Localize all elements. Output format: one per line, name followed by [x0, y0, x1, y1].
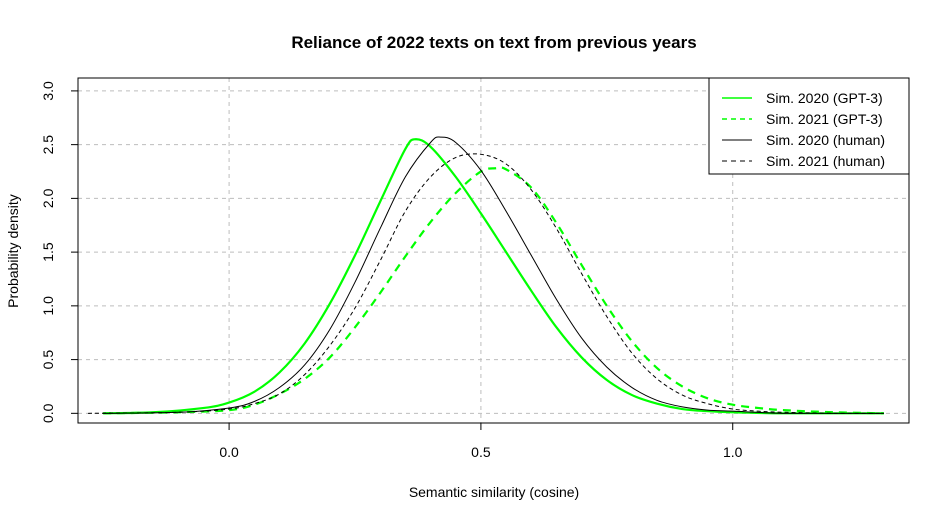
y-tick-label: 1.5 — [40, 242, 56, 262]
y-tick-label: 2.5 — [40, 135, 56, 155]
y-tick-label: 0.0 — [40, 403, 56, 423]
y-tick-label: 0.5 — [40, 350, 56, 370]
legend-label: Sim. 2021 (GPT-3) — [766, 111, 883, 127]
legend-box — [708, 77, 910, 175]
x-tick-label: 0.5 — [471, 444, 491, 460]
series-line-4 — [88, 153, 884, 414]
plot-frame — [77, 77, 910, 424]
chart-title: Reliance of 2022 texts on text from prev… — [291, 33, 696, 52]
y-axis-label: Probability density — [5, 194, 21, 308]
series-line-2 — [103, 166, 884, 415]
x-axis: 0.0 0.5 1.0 — [219, 423, 743, 460]
legend: Sim. 2020 (GPT-3) Sim. 2021 (GPT-3) Sim. 2… — [708, 77, 910, 175]
legend-label: Sim. 2020 (GPT-3) — [766, 90, 883, 106]
series-line-1 — [103, 138, 884, 415]
legend-label: Sim. 2020 (human) — [766, 132, 885, 148]
series-line-3 — [103, 136, 884, 414]
x-tick-label: 1.0 — [723, 444, 743, 460]
legend-label: Sim. 2021 (human) — [766, 153, 885, 169]
x-tick-label: 0.0 — [219, 444, 239, 460]
y-tick-label: 2.0 — [40, 188, 56, 208]
y-tick-label: 3.0 — [40, 81, 56, 101]
y-axis: 0.0 0.5 1.0 1.5 2.0 2.5 3.0 — [40, 81, 78, 423]
x-axis-label: Semantic similarity (cosine) — [409, 484, 579, 500]
y-tick-label: 1.0 — [40, 296, 56, 316]
series-layer — [88, 136, 884, 415]
